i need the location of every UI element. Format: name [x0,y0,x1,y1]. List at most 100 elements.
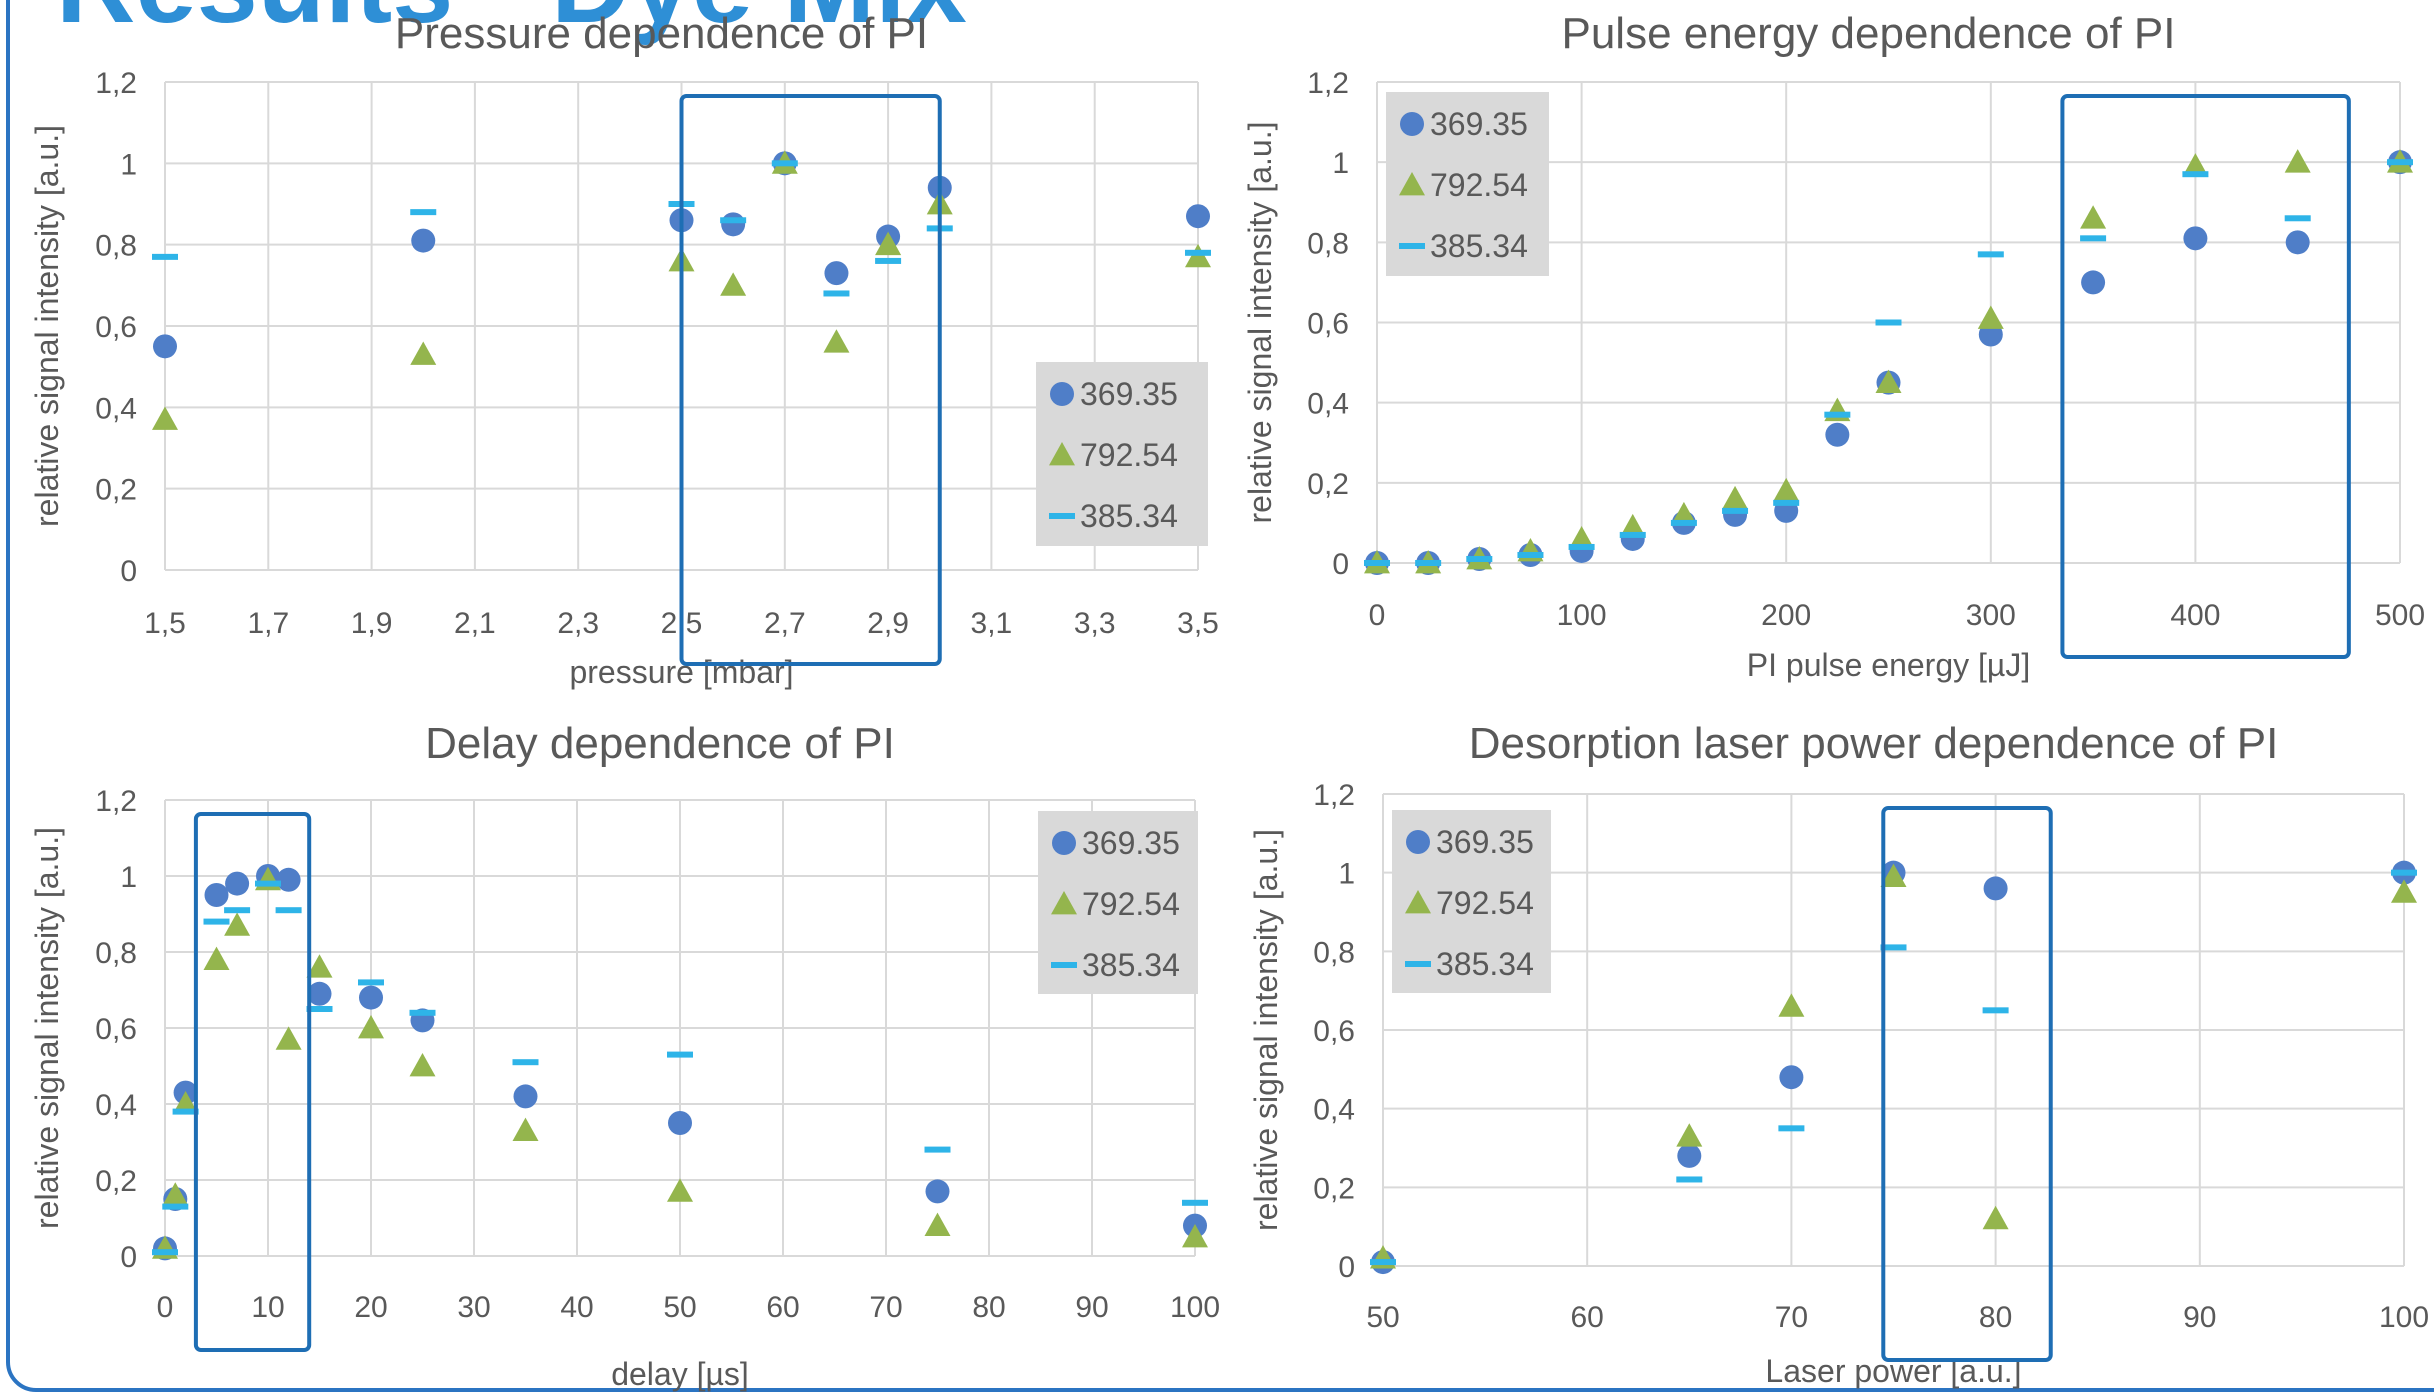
legend-label: 385.34 [1082,947,1180,983]
x-tick-label: 40 [560,1291,593,1324]
y-tick-label: 0 [120,555,137,588]
data-point [667,1051,693,1058]
x-tick-label: 2,7 [764,607,806,640]
data-point [224,907,251,914]
chart-panel-2: Pulse energy dependence of PI 0 0,2 0,4 0,6 0… [1242,9,2425,683]
data-point [1773,477,1800,502]
y-tick-label: 0 [1338,1251,1355,1284]
chart-panel-3: Delay dependence of PI 0 0,2 0,4 0,6 0,8 1 1,2 0… [29,719,1220,1392]
data-point [152,1249,178,1256]
chart-title: Pressure dependence of PI [395,9,928,58]
x-tick-label: 70 [1775,1301,1808,1334]
data-point [1364,560,1390,566]
y-tick-label: 1 [1338,858,1355,891]
data-point [306,1006,333,1012]
legend-marker [1050,382,1074,406]
data-point [153,334,177,359]
x-tick-label: 60 [766,1291,799,1324]
x-tick-label: 100 [1557,599,1607,632]
x-tick-label: 0 [1369,599,1386,632]
y-tick-label: 0,4 [1313,1094,1355,1127]
chart-panel-1: Pressure dependence of PI 0 0,2 0,4 0,6 0,8 1 1… [29,9,1219,690]
series-385-34 [1364,159,2413,566]
data-point [275,907,302,914]
data-point [1824,411,1851,418]
y-tick-label: 0,8 [1307,227,1349,260]
x-tick-label: 70 [869,1291,902,1324]
x-tick-label: 10 [251,1291,284,1324]
data-point [1977,251,2004,258]
legend-marker [1406,830,1430,854]
data-point [409,1009,436,1016]
data-point [1983,876,2008,901]
x-tick-label: 100 [1170,1291,1220,1324]
y-tick-label: 0,4 [95,392,137,425]
x-tick-label: 1,5 [144,607,186,640]
data-point [720,272,747,296]
y-tick-label: 0,4 [1307,388,1349,421]
data-point [2182,153,2209,177]
legend-label: 792.54 [1436,885,1534,921]
data-point [409,1053,436,1077]
chart-title: Delay dependence of PI [425,719,895,768]
chart-title: Pulse energy dependence of PI [1561,9,2175,58]
data-point [162,1182,189,1206]
y-tick-label: 0 [120,1241,137,1274]
data-point [1880,863,1907,887]
y-tick-label: 0,2 [1307,468,1349,501]
data-point [2080,205,2107,229]
legend-label: 369.35 [1082,825,1180,861]
data-point [1370,1259,1396,1266]
data-point [720,217,747,224]
data-point [1185,249,1211,256]
legend-label: 369.35 [1436,824,1534,860]
data-point [924,1212,951,1236]
y-axis-label: relative signal intensity [a.u.] [29,827,65,1229]
data-point [2284,149,2311,173]
data-point [2080,235,2107,242]
x-tick-label: 60 [1571,1301,1604,1334]
data-point [1982,1007,2009,1014]
data-point [2081,270,2106,295]
legend: 369.35 792.54 385.34 [1386,92,1549,276]
data-point [359,985,383,1010]
data-point [410,341,437,365]
x-tick-label: 100 [2379,1301,2429,1334]
data-point [1619,513,1646,538]
data-point [1619,531,1646,538]
data-point [1670,501,1697,526]
data-point [1977,305,2004,329]
x-tick-label: 90 [1075,1291,1108,1324]
x-tick-label: 30 [457,1291,490,1324]
y-tick-label: 0,8 [95,937,137,970]
data-point [513,1084,538,1109]
legend-marker [1051,962,1077,968]
data-point [1670,519,1697,526]
data-point [668,1111,692,1135]
y-axis-label: relative signal intensity [a.u.] [1242,122,1278,524]
data-point [1875,319,1902,326]
legend-label: 385.34 [1436,946,1534,982]
y-tick-label: 0,6 [95,1013,137,1046]
y-tick-label: 0,6 [95,311,137,344]
highlight-box [2060,94,2351,659]
data-point [358,1015,384,1039]
x-axis-label: PI pulse energy [µJ] [1747,647,2030,683]
data-point [152,406,178,430]
legend: 369.35 792.54 385.34 [1392,810,1551,993]
data-point [823,329,850,353]
legend-label: 792.54 [1080,437,1178,473]
highlight-box [193,812,312,1352]
legend: 369.35 792.54 385.34 [1038,811,1198,994]
legend-marker [1399,243,1425,249]
data-point [2182,171,2209,178]
x-tick-label: 80 [972,1291,1005,1324]
data-point [924,1146,951,1153]
y-tick-label: 1,2 [95,785,137,818]
x-tick-label: 80 [1979,1301,2012,1334]
data-point [162,1203,189,1210]
data-point [2183,226,2208,251]
data-point [875,231,902,256]
data-point [2284,215,2311,222]
data-point [1779,1065,1804,1090]
